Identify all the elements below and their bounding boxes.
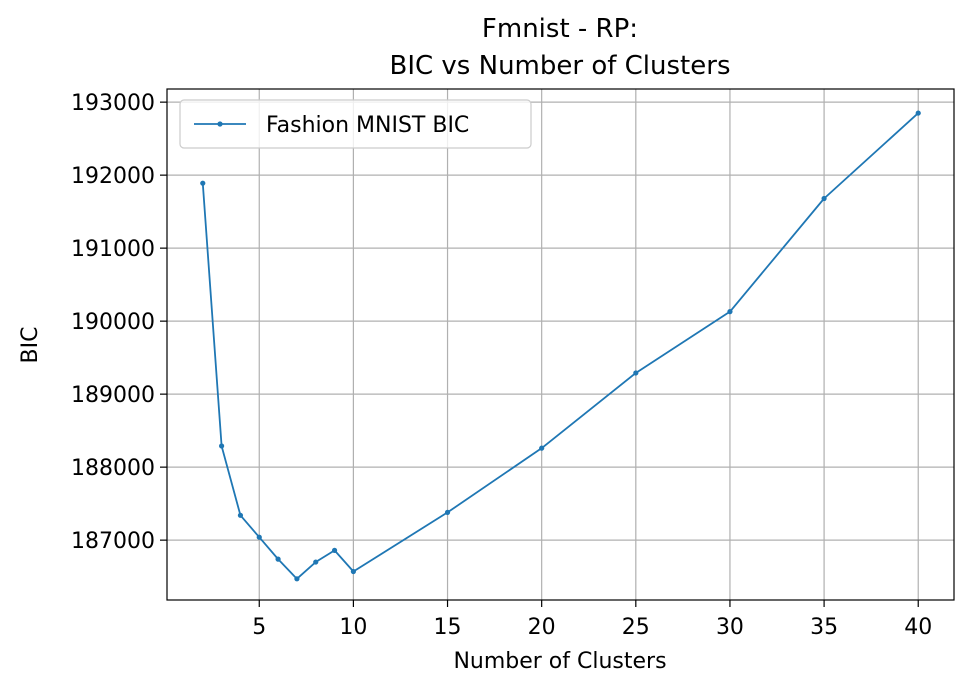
x-tick-label: 5 (252, 615, 266, 640)
chart-title: Fmnist - RP: BIC vs Number of Clusters (390, 14, 731, 81)
legend: Fashion MNIST BIC (179, 99, 532, 149)
y-tick-label: 193000 (71, 91, 155, 116)
data-point (294, 576, 300, 582)
x-tick-label: 20 (528, 615, 556, 640)
y-axis: 187000 188000 189000 190000 191000 192000 1930… (71, 91, 167, 554)
data-point (821, 195, 827, 202)
data-point (219, 443, 225, 449)
x-tick-label: 35 (810, 615, 838, 640)
data-point (331, 547, 338, 553)
legend-box (179, 99, 532, 149)
data-point (237, 512, 244, 518)
x-tick-label: 15 (434, 615, 462, 640)
series-line (201, 112, 919, 580)
x-tick-label: 10 (339, 615, 367, 640)
data-point (915, 110, 921, 116)
data-point (539, 445, 545, 451)
series-layer (200, 110, 921, 582)
y-axis-label: BIC (18, 327, 43, 364)
data-point (350, 568, 356, 575)
data-point (200, 180, 206, 186)
chart-title-line-1: Fmnist - RP: (482, 14, 638, 44)
data-point (633, 370, 639, 376)
data-point (275, 556, 281, 562)
data-point (313, 559, 319, 565)
y-tick-label: 192000 (71, 164, 155, 189)
grid (167, 89, 954, 600)
y-tick-label: 190000 (71, 310, 155, 335)
x-axis-label: Number of Clusters (453, 649, 666, 674)
x-tick-label: 40 (904, 615, 932, 640)
x-tick-label: 25 (622, 615, 650, 640)
plot-frame (166, 88, 955, 601)
y-tick-label: 187000 (71, 529, 155, 554)
y-tick-label: 188000 (71, 456, 155, 481)
y-tick-label: 191000 (71, 237, 155, 262)
legend-marker-swatch (217, 121, 223, 127)
y-tick-label: 189000 (71, 383, 155, 408)
data-point (727, 309, 733, 315)
data-point (444, 509, 451, 515)
x-axis: 5 10 15 20 25 30 35 40 (252, 600, 932, 640)
chart-title-line-2: BIC vs Number of Clusters (390, 51, 731, 81)
x-tick-label: 30 (716, 615, 744, 640)
legend-entry-label: Fashion MNIST BIC (266, 113, 469, 138)
data-point (256, 534, 262, 540)
